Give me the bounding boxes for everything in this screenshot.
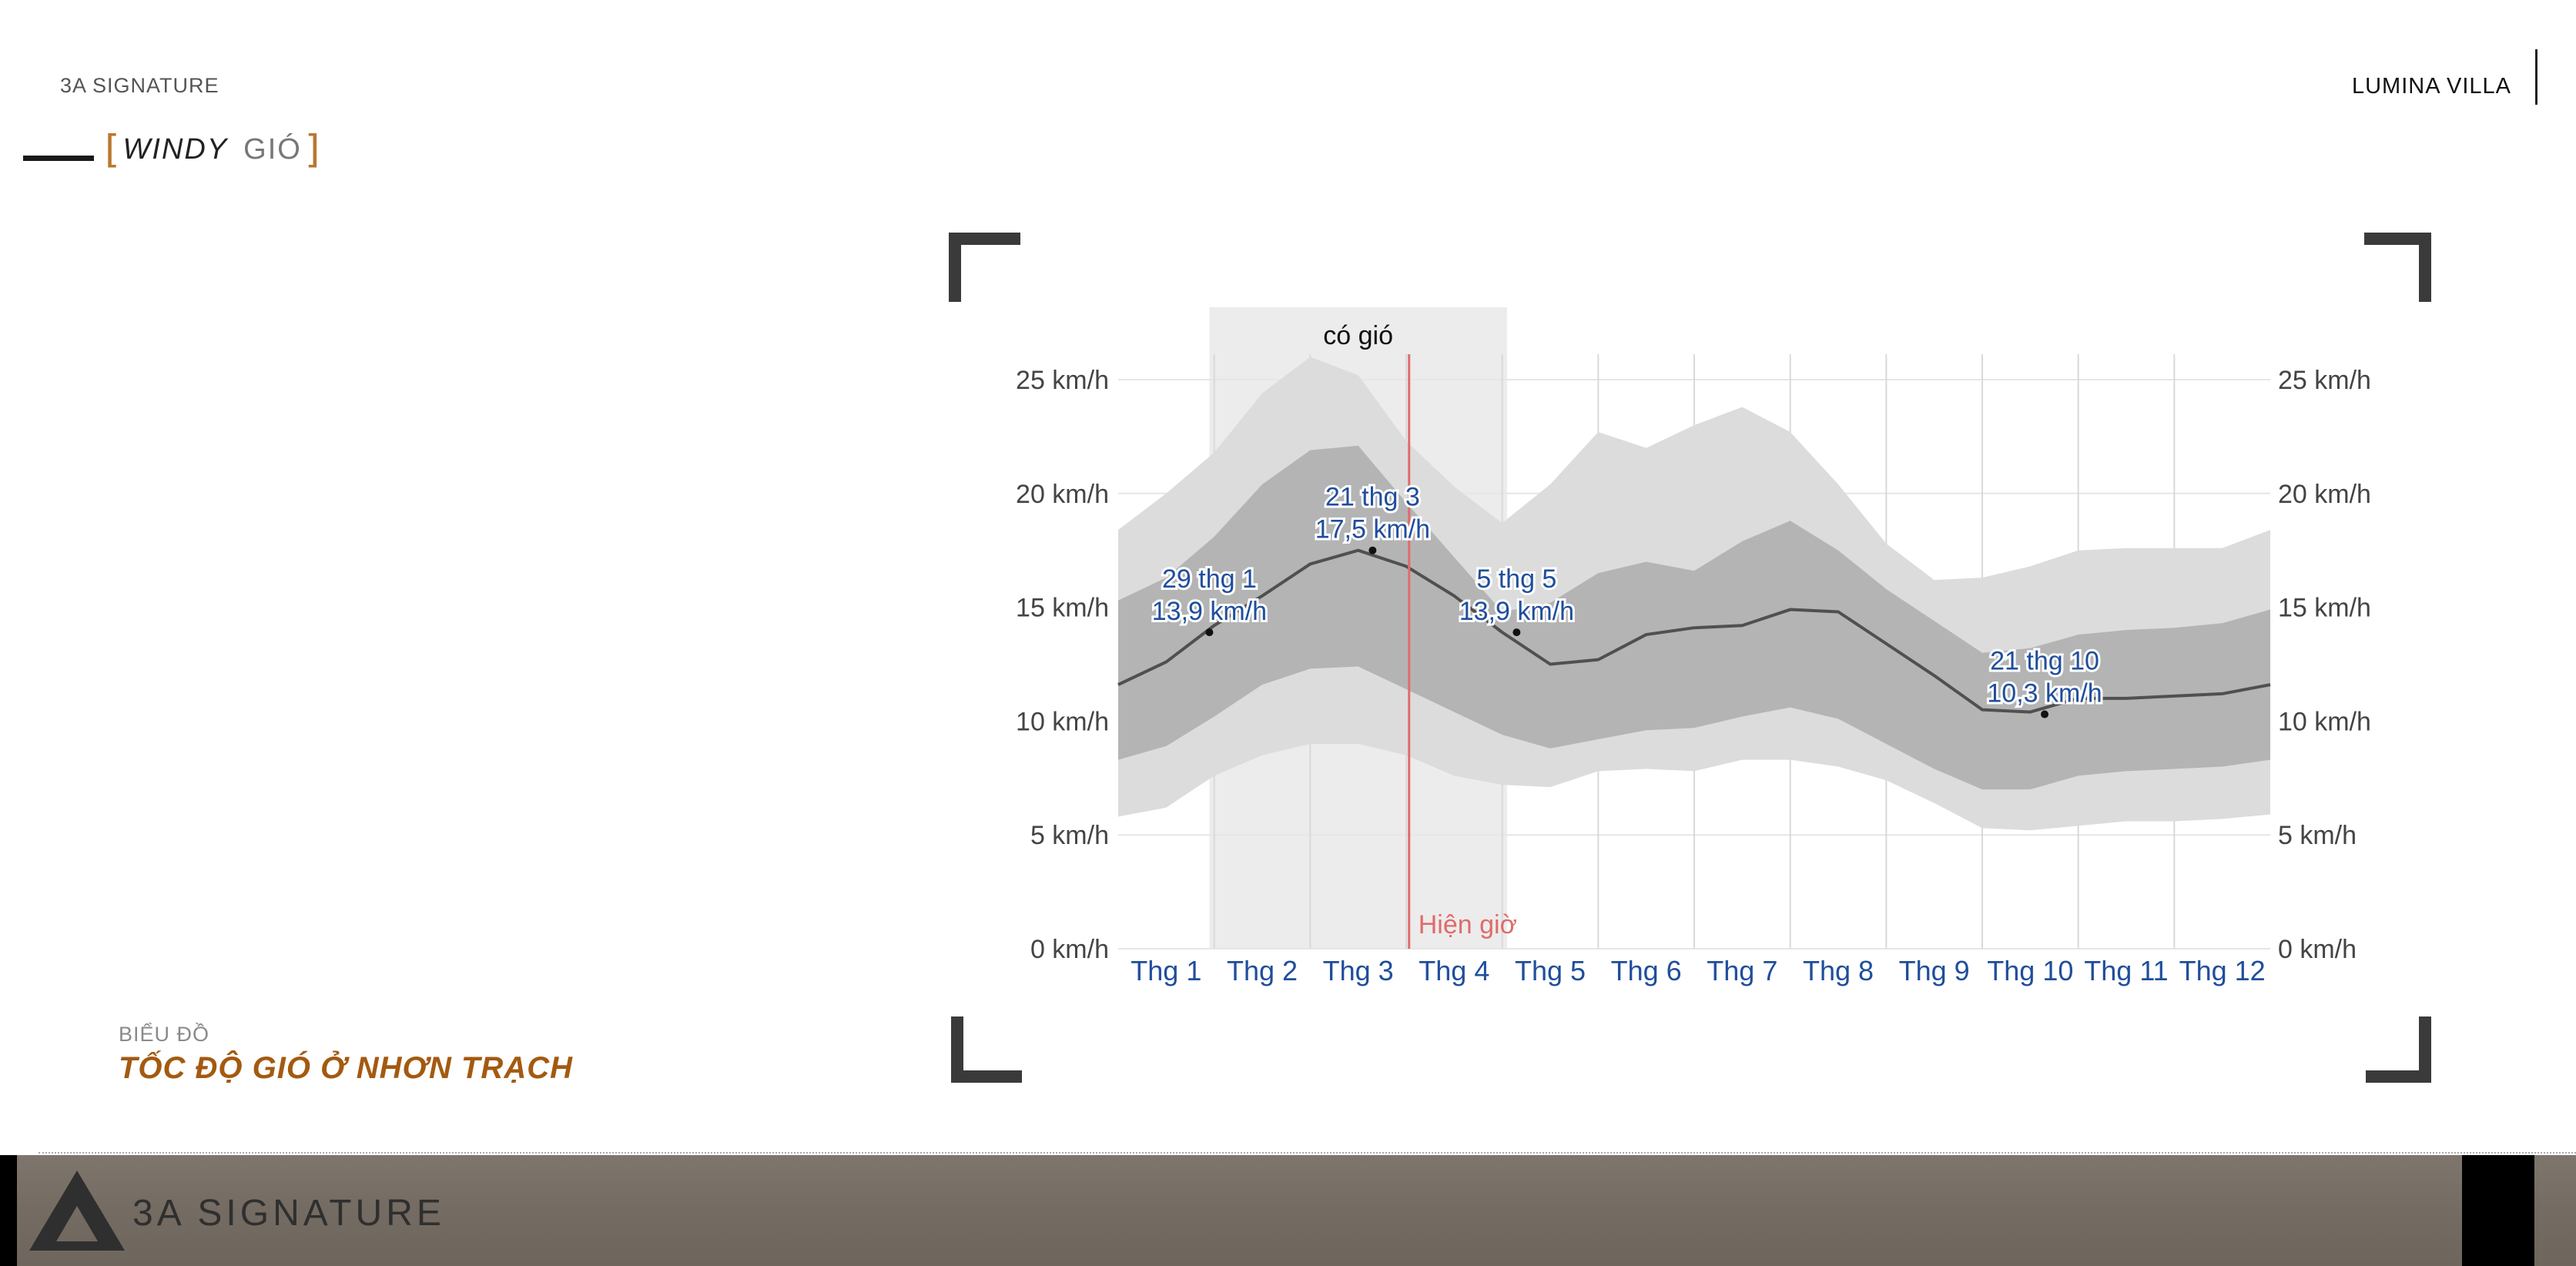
y-tick-label-right: 20 km/h: [2278, 480, 2371, 509]
footer-brand: 3A SIGNATURE: [132, 1193, 445, 1234]
x-tick-label: Thg 4: [1419, 955, 1489, 986]
section-bracket-open: [: [105, 127, 120, 172]
header-project-name: LUMINA VILLA: [2351, 74, 2511, 99]
footer-edge-left: [0, 1155, 17, 1266]
section-title-vi: GIÓ: [243, 132, 302, 166]
annotation-point: [1512, 628, 1521, 637]
section-title-en: WINDY: [122, 132, 229, 166]
x-tick-label: Thg 11: [2084, 955, 2168, 986]
x-tick-label: Thg 2: [1227, 955, 1298, 986]
annotation-value: 13,9 km/h: [1459, 597, 1574, 626]
brand-logo-icon: [29, 1171, 125, 1251]
annotation-date: 5 thg 5: [1476, 564, 1556, 594]
annotation-date: 21 thg 3: [1325, 483, 1420, 512]
inner-range-band: [1118, 445, 2270, 790]
y-tick-label-left: 5 km/h: [1030, 821, 1109, 850]
caption-title: TỐC ĐỘ GIÓ Ở NHƠN TRẠCH: [119, 1051, 573, 1085]
header-brand: 3A SIGNATURE: [60, 74, 219, 97]
y-tick-label-left: 10 km/h: [1016, 707, 1109, 736]
average-wind-speed-line: [1117, 548, 2271, 714]
y-tick-label-left: 25 km/h: [1016, 366, 1109, 395]
x-tick-label: Thg 5: [1515, 955, 1586, 986]
annotation-point: [2041, 710, 2049, 718]
x-tick-label: Thg 9: [1899, 955, 1970, 986]
annotation-date: 29 thg 1: [1162, 564, 1257, 594]
section-bracket-close: ]: [304, 127, 320, 172]
annotation-value: 10,3 km/h: [1987, 679, 2102, 708]
caption-kicker: BIỂU ĐỒ: [119, 1023, 210, 1046]
y-tick-label-right: 15 km/h: [2278, 594, 2371, 623]
x-tick-label: Thg 3: [1323, 955, 1394, 986]
footer-edge-right: [2462, 1155, 2534, 1266]
annotation-date: 21 thg 10: [1990, 647, 2099, 676]
footer-divider: [39, 1152, 2576, 1154]
x-tick-label: Thg 6: [1611, 955, 1682, 986]
annotation-point: [1205, 628, 1214, 637]
y-tick-label-left: 0 km/h: [1030, 935, 1109, 964]
y-tick-label-right: 0 km/h: [2278, 935, 2357, 964]
annotation-value: 17,5 km/h: [1315, 515, 1430, 544]
y-tick-label-right: 25 km/h: [2278, 366, 2371, 395]
annotation-value: 13,9 km/h: [1152, 597, 1267, 626]
y-tick-label-right: 5 km/h: [2278, 821, 2357, 850]
x-tick-label: Thg 8: [1803, 955, 1874, 986]
section-tag: [ WINDY GIÓ ]: [23, 126, 320, 172]
header-divider: [2535, 49, 2537, 105]
y-tick-label-left: 15 km/h: [1016, 594, 1109, 623]
windy-period-label: có gió: [1323, 321, 1393, 350]
y-tick-label-left: 20 km/h: [1016, 480, 1109, 509]
now-marker-label: Hiện giờ: [1419, 910, 1517, 939]
footer-bar: 3A SIGNATURE: [0, 1155, 2576, 1266]
y-tick-label-right: 10 km/h: [2278, 707, 2371, 736]
x-tick-label: Thg 7: [1707, 955, 1777, 986]
section-dash: [23, 155, 94, 161]
x-tick-label: Thg 12: [2179, 955, 2266, 986]
annotation-point: [1368, 546, 1377, 554]
x-tick-label: Thg 1: [1131, 955, 1201, 986]
x-tick-label: Thg 10: [1987, 955, 2073, 986]
